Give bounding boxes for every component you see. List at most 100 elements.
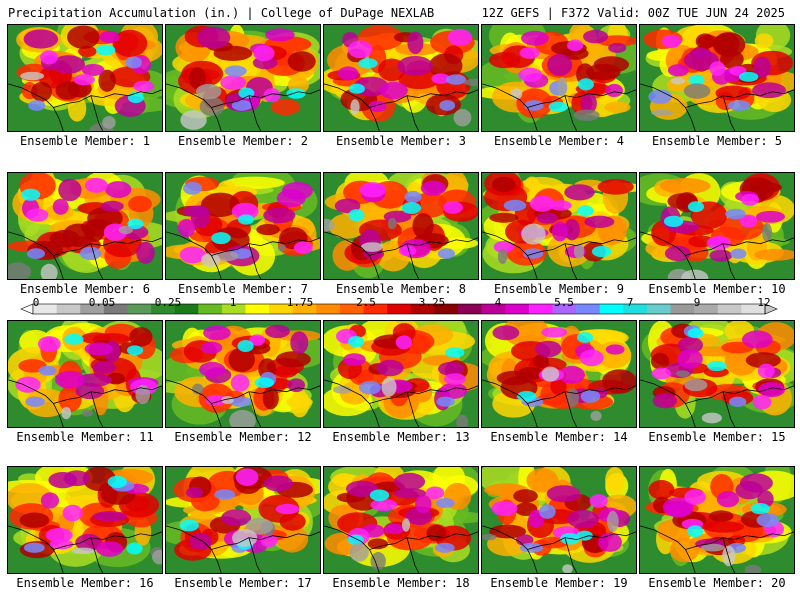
ensemble-map-panel [323,320,479,428]
colorbar-swatch [221,304,246,314]
precip-contour [275,351,311,368]
precip-contour [520,30,549,46]
precip-contour [256,223,280,236]
precip-contour [758,381,786,398]
precip-contour [133,80,155,92]
coastline [406,243,420,279]
precip-contour [229,409,256,427]
precip-contour [677,336,703,354]
colorbar-tick-label: 1 [229,296,237,309]
precip-contour [20,188,41,201]
precip-contour [412,192,448,218]
precip-contour [664,245,691,262]
precip-contour [51,55,85,74]
precip-contour [84,342,113,356]
precip-contour [428,53,463,79]
state-border-line [482,525,538,573]
colorbar-swatch [646,304,671,314]
ensemble-map-panel [639,320,795,428]
precip-contour [757,363,775,379]
colorbar-tick-label: 1.75 [286,296,314,309]
ensemble-member-label: Ensemble Member: 8 [335,282,467,296]
precip-contour [107,475,127,489]
precip-contour [535,340,562,358]
precip-contour [81,409,93,417]
ensemble-member-label: Ensemble Member: 10 [648,282,786,296]
precip-contour [662,497,694,518]
precip-contour [667,64,689,77]
precip-contour [75,382,105,400]
precip-contour [270,99,301,116]
precip-contour [370,498,398,512]
precip-contour [456,414,469,427]
state-border-line [324,525,380,573]
precip-contour [562,47,589,60]
precip-contour [105,181,132,199]
ensemble-member-label: Ensemble Member: 13 [332,430,470,444]
coastline [248,391,262,427]
precip-contour [237,340,254,353]
ensemble-member-label: Ensemble Member: 16 [16,576,154,590]
precip-contour [286,88,306,99]
precip-map [482,467,636,573]
precip-contour [77,373,112,387]
precip-contour [709,249,733,262]
colorbar-swatch [245,304,270,314]
colorbar-tick-label: 5.5 [554,296,574,309]
precip-contour [67,95,87,122]
coastline [722,95,736,131]
ensemble-map-panel [7,320,163,428]
coastline [53,385,162,404]
coastline [685,385,794,404]
precip-contour [597,179,634,195]
precip-contour [200,192,240,217]
precip-contour [81,63,105,76]
precip-contour [188,67,206,90]
precip-contour [669,537,700,563]
colorbar-tick-label: 4 [494,296,502,309]
precip-contour [186,487,204,499]
precip-contour [755,210,786,223]
precip-contour [426,524,447,542]
precip-contour [263,88,281,103]
precip-contour [135,384,151,405]
precip-contour [709,510,734,522]
colorbar-tick-label: 0 [32,296,40,309]
precip-contour [566,39,584,52]
coastline [53,531,162,550]
precip-contour [381,377,397,397]
precip-map [640,25,794,131]
precip-map [482,321,636,427]
precip-contour [231,100,253,111]
coastline [211,531,320,550]
precip-contour [379,81,408,100]
precip-contour [260,533,278,548]
colorbar-swatch [174,304,199,314]
precip-contour [127,218,144,230]
colorbar-swatch [198,304,223,314]
precip-contour [517,366,544,381]
precip-contour [709,61,726,76]
precip-map [324,467,478,573]
colorbar-tick-label: 0.05 [88,296,116,309]
precip-contour [651,109,674,116]
precip-contour [482,533,497,541]
precip-contour [516,390,537,402]
precip-contour [118,225,133,235]
colorbar-swatch [741,304,766,314]
precip-contour [562,564,573,573]
state-border-line [640,379,696,427]
precip-contour [688,74,705,86]
precip-contour [287,51,316,72]
precip-contour [277,244,286,252]
colorbar-swatch [528,304,553,314]
ensemble-member-label: Ensemble Member: 12 [174,430,312,444]
precip-contour [557,77,568,97]
precip-map [324,25,478,131]
colorbar-swatch [623,304,648,314]
colorbar-swatch [80,304,105,314]
precip-contour [442,201,463,214]
precip-contour [580,389,601,403]
precip-contour [67,25,100,49]
ensemble-map-panel [7,466,163,574]
